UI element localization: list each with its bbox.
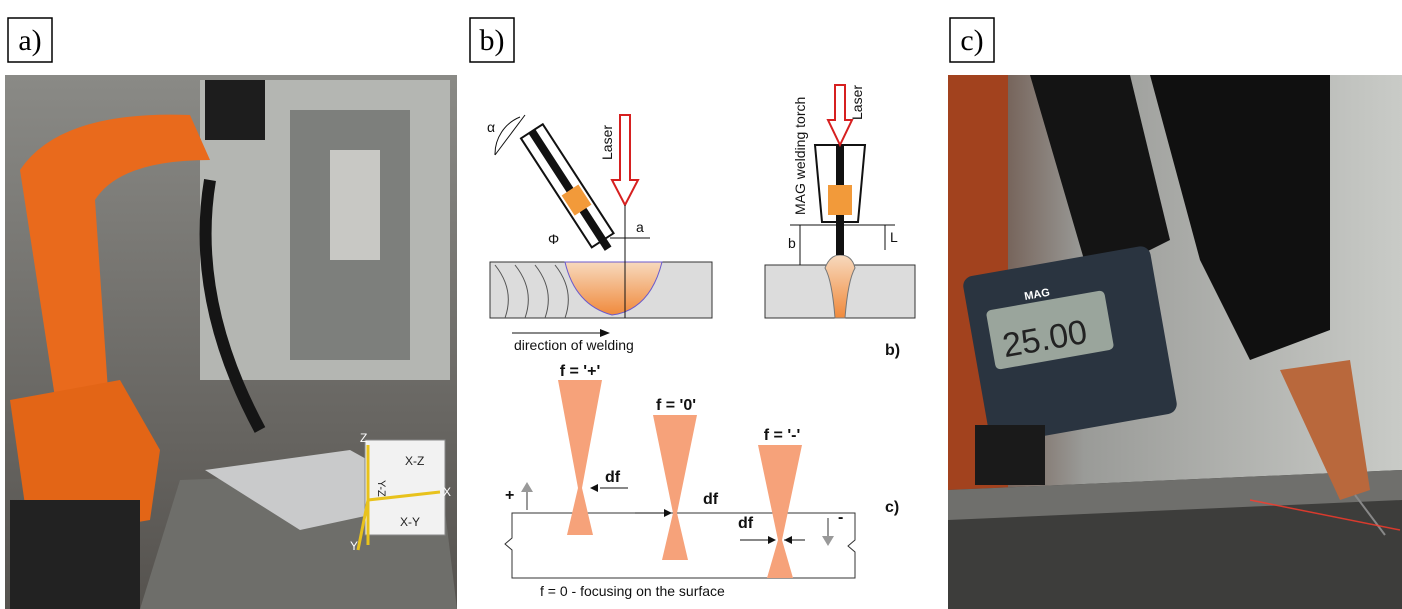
axis-label: Y [350, 539, 358, 553]
sub-label: b) [885, 342, 900, 359]
width-label: df [738, 515, 754, 532]
diagram-top-left: α Φ Laser a direction of welding [487, 115, 712, 353]
focus-label: f = '0' [656, 397, 696, 414]
panel-label: a) [18, 24, 41, 57]
photo-c: 25.00 MAG [948, 75, 1402, 609]
photo-a: Z X-Z Y-Z X-Y X Y [5, 75, 457, 609]
diameter-label: Φ [548, 231, 559, 247]
focus-label: f = '+' [560, 363, 601, 380]
width-label: df [605, 469, 621, 486]
plane-label: X-Y [400, 515, 420, 529]
axis-label: Z [360, 431, 367, 445]
figure: a) b) c) Z X-Z Y-Z X-Y X Y α Φ Laser a d… [0, 0, 1402, 609]
focus-label: f = '-' [764, 427, 801, 444]
width-label: df [703, 491, 719, 508]
diagram-top-right: MAG welding torch Laser b L b) [765, 85, 915, 359]
torch-label: MAG welding torch [792, 97, 808, 215]
offset-label: a [636, 219, 644, 235]
height-label: b [788, 235, 796, 251]
panel-label: c) [960, 24, 983, 57]
diagram-bottom: f = '+' f = '0' f = '-' df df df + - c) … [505, 363, 899, 599]
caption: f = 0 - focusing on the surface [540, 583, 725, 599]
plus-sign: + [505, 487, 514, 504]
length-label: L [890, 229, 898, 245]
angle-label: α [487, 119, 495, 135]
minus-sign: - [838, 509, 843, 526]
laser-label: Laser [849, 85, 865, 120]
panel-label: b) [480, 24, 505, 57]
plane-label: Y-Z [375, 480, 387, 497]
direction-label: direction of welding [514, 337, 634, 353]
axis-label: X [443, 485, 451, 499]
plane-label: X-Z [405, 454, 424, 468]
laser-label: Laser [599, 125, 615, 160]
sub-label: c) [885, 499, 899, 516]
